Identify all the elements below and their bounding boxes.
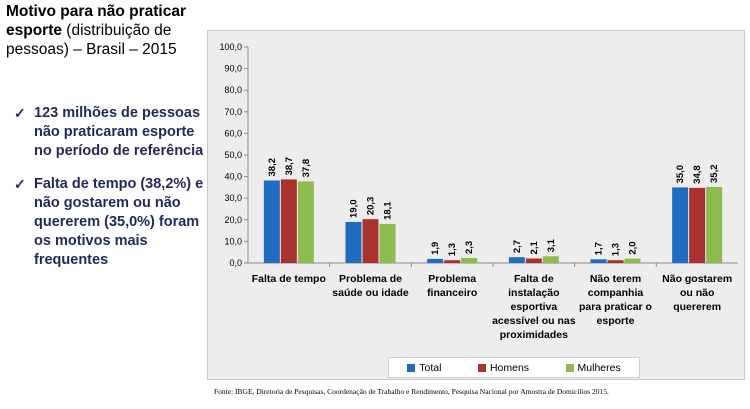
data-label: 35,0 xyxy=(675,165,686,184)
legend-item-homens: Homens xyxy=(477,361,530,374)
bar xyxy=(345,221,362,263)
bullet-list: ✓ 123 milhões de pessoas não praticaram … xyxy=(14,104,204,284)
legend-item-total: Total xyxy=(407,362,441,374)
bar-chart: 0,0 10,0 20,0 30,0 40,0 50,0 60,0 70,0 80,0 90,0 1… xyxy=(219,42,738,341)
y-tick-label: 0,0 xyxy=(229,258,242,268)
bar xyxy=(689,187,706,263)
category-label: Falta de tempo xyxy=(252,273,326,285)
data-label: 38,2 xyxy=(267,158,278,177)
y-tick-label: 50,0 xyxy=(224,150,242,160)
bullet-text: Falta de tempo (38,2%) e não gostarem ou… xyxy=(34,176,204,268)
category-label: instalação xyxy=(508,287,559,299)
bar xyxy=(427,258,444,263)
category-label: companhia xyxy=(588,287,644,299)
bar xyxy=(542,256,559,263)
category-label: ou não xyxy=(680,287,714,299)
data-label: 2,1 xyxy=(529,241,540,255)
category-label: Problema de xyxy=(339,273,402,285)
check-icon: ✓ xyxy=(14,105,26,121)
legend-label-total: Total xyxy=(419,361,442,374)
data-label: 37,8 xyxy=(301,159,312,178)
bar xyxy=(461,258,478,263)
bar xyxy=(624,258,641,263)
bullet-text: 123 milhões de pessoas não praticaram es… xyxy=(34,105,204,159)
legend-label-mulheres: Mulheres xyxy=(577,361,621,374)
bar xyxy=(362,219,379,263)
category-label: para praticar o xyxy=(579,301,652,313)
y-tick-label: 100,0 xyxy=(219,42,242,52)
data-label: 2,0 xyxy=(628,241,639,254)
y-tick-label: 90,0 xyxy=(224,64,242,74)
legend-swatch-homens xyxy=(477,363,486,372)
y-tick-label: 30,0 xyxy=(224,193,242,203)
bar xyxy=(263,180,280,263)
bar xyxy=(607,260,624,263)
bar xyxy=(525,258,542,263)
bar xyxy=(297,181,314,263)
y-tick-label: 10,0 xyxy=(224,236,242,246)
data-label: 1,7 xyxy=(594,242,605,255)
data-label: 18,1 xyxy=(383,201,394,220)
y-tick-label: 60,0 xyxy=(224,128,242,138)
category-label: acessível ou nas xyxy=(492,315,576,327)
data-label: 35,2 xyxy=(709,164,720,182)
category-label: financeiro xyxy=(427,287,477,299)
bar xyxy=(672,187,689,263)
data-label: 34,8 xyxy=(692,165,703,184)
category-label: Não gostarem xyxy=(662,273,732,285)
data-label: 1,3 xyxy=(611,243,622,256)
bullet-item: ✓ Falta de tempo (38,2%) e não gostarem … xyxy=(14,175,204,270)
legend-label-homens: Homens xyxy=(489,361,530,374)
data-label: 38,7 xyxy=(284,157,295,176)
category-label: saúde ou idade xyxy=(332,287,409,299)
y-tick-label: 20,0 xyxy=(224,215,242,225)
category-label: Falta de xyxy=(514,273,554,285)
category-label: esporte xyxy=(597,315,635,327)
bar xyxy=(280,179,297,263)
bar xyxy=(444,260,461,263)
check-icon: ✓ xyxy=(14,176,26,192)
data-label: 2,7 xyxy=(512,240,523,253)
bar xyxy=(706,186,723,263)
data-label: 1,9 xyxy=(430,242,441,255)
data-label: 19,0 xyxy=(349,199,360,218)
bullet-item: ✓ 123 milhões de pessoas não praticaram … xyxy=(14,104,204,161)
chart-title-bold: Motivo para não praticar esporte xyxy=(6,3,187,39)
legend-item-mulheres: Mulheres xyxy=(565,361,621,374)
data-label: 3,1 xyxy=(546,238,557,252)
bar xyxy=(508,257,525,263)
bar xyxy=(379,223,396,263)
category-label: Problema xyxy=(428,273,476,285)
y-tick-label: 70,0 xyxy=(224,107,242,117)
category-label: esportiva xyxy=(510,301,557,313)
chart-panel: 0,0 10,0 20,0 30,0 40,0 50,0 60,0 70,0 80,0 90,0 1… xyxy=(207,30,745,380)
y-tick-label: 80,0 xyxy=(224,85,242,95)
data-label: 2,3 xyxy=(464,241,475,254)
category-label: Não terem xyxy=(590,273,641,285)
chart-title: Motivo para não praticar esporte (distri… xyxy=(6,2,206,59)
source-note: Fonte: IBGE, Diretoria de Pesquisas, Coo… xyxy=(214,387,609,396)
category-label: proximidades xyxy=(500,329,568,341)
legend: Total Homens Mulheres xyxy=(388,357,640,378)
category-label: quererem xyxy=(673,301,721,313)
data-label: 20,3 xyxy=(366,197,377,216)
legend-swatch-total xyxy=(407,363,416,372)
y-tick-label: 40,0 xyxy=(224,172,242,182)
legend-swatch-mulheres xyxy=(565,363,574,372)
data-label: 1,3 xyxy=(447,243,458,256)
bar xyxy=(590,259,607,263)
chart-title-rest: (distribuição de pessoas) – Brasil – 201… xyxy=(6,22,177,58)
